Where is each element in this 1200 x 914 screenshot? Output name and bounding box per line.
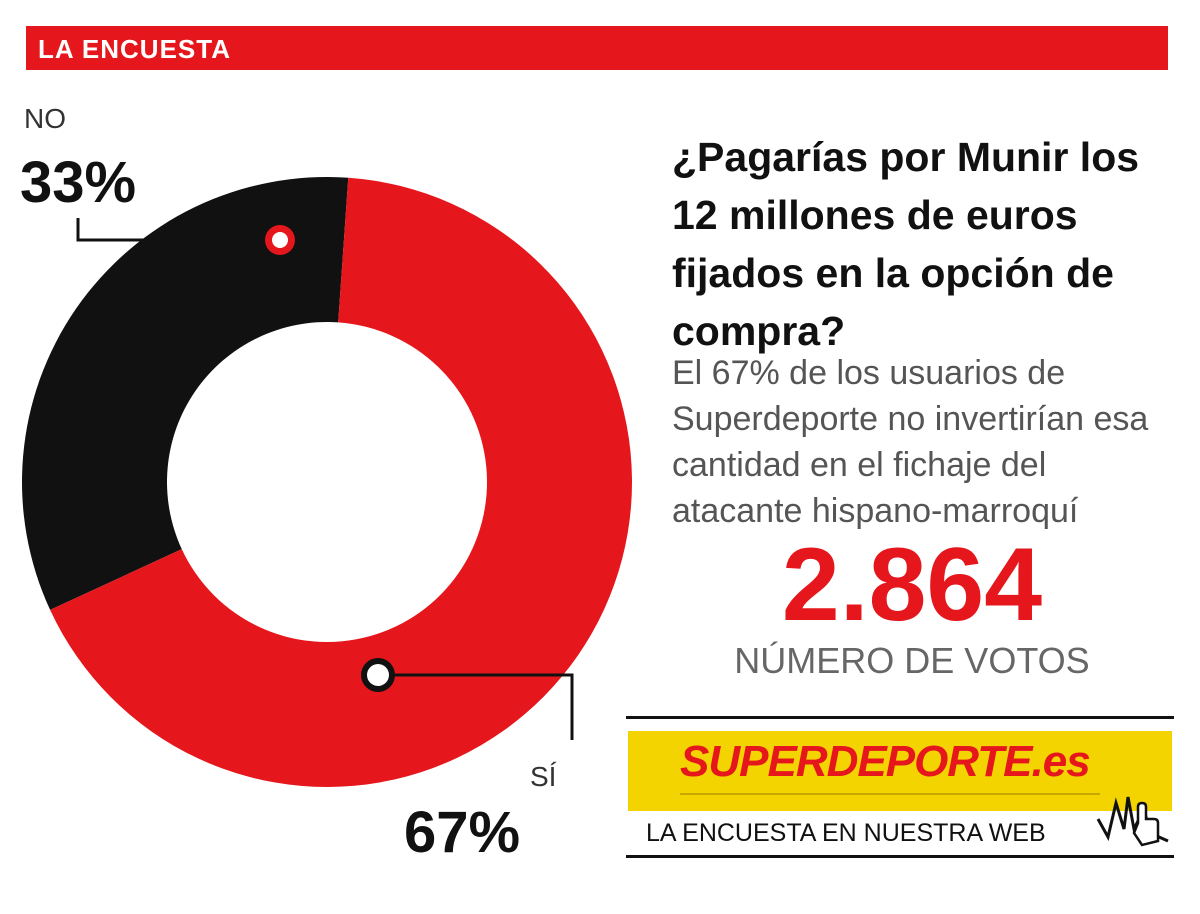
web-promo[interactable]: SUPERDEPORTE.es LA ENCUESTA EN NUESTRA W… [626,716,1174,858]
donut-chart: NO 33% SÍ 67% [20,103,632,865]
donut-slice-no [22,176,349,610]
votes-count: 2.864 [781,527,1043,643]
votes-label: NÚMERO DE VOTOS [734,640,1090,681]
logo-tagline-rule [680,793,1100,803]
leader-line-no [76,218,280,242]
slice-value-si: 67% [404,800,520,865]
web-cta-text: LA ENCUESTA EN NUESTRA WEB [646,819,1046,847]
slice-value-no: 33% [20,150,136,215]
hand-pointer-icon [1096,796,1169,847]
superdeporte-logo: SUPERDEPORTE.es [680,737,1091,786]
poll-question: ¿Pagarías por Munir los 12 millones de e… [672,134,1140,354]
donut-slices [22,176,632,787]
header-title: LA ENCUESTA [38,34,231,64]
marker-dot-no [272,232,288,248]
poll-summary: El 67% de los usuarios de Superdeporte n… [672,354,1149,530]
leader-line-si [378,673,574,740]
logo-band: SUPERDEPORTE.es [628,731,1172,811]
donut-slice-si [50,177,632,787]
header-bar: LA ENCUESTA [26,26,1168,70]
slice-label-no: NO [24,103,66,134]
leader-lines [76,218,574,740]
slice-label-si: SÍ [530,761,557,792]
marker-dot-si [367,664,389,686]
